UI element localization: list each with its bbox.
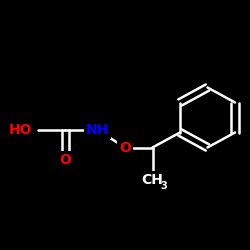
Text: O: O [59,153,71,167]
Text: CH: CH [142,173,164,187]
Text: NH: NH [86,123,109,137]
Text: 3: 3 [160,181,167,191]
Text: HO: HO [9,123,32,137]
Text: O: O [119,140,131,154]
